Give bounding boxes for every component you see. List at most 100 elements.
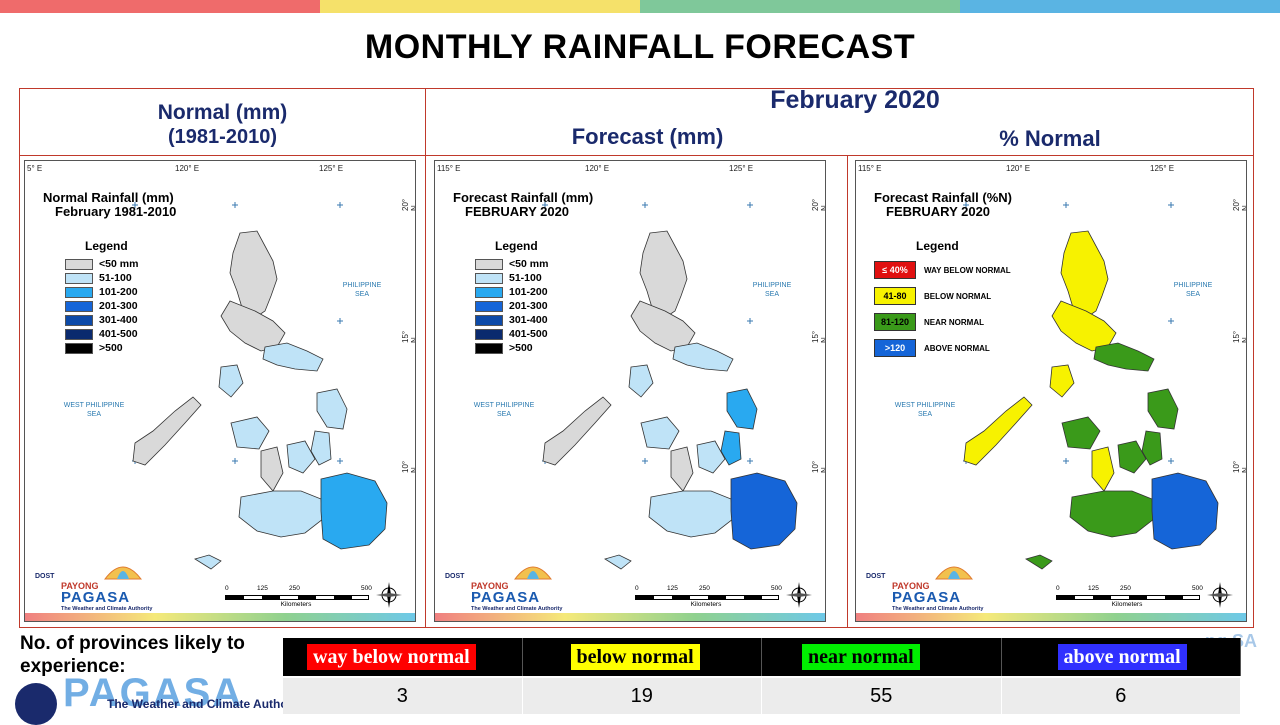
map-legend: Legend ≤ 40% WAY BELOW NORMAL 41-80 BELOW NO…	[874, 239, 1011, 361]
scale-tick-label: 500	[771, 585, 782, 592]
graticule-mark	[642, 458, 648, 464]
island-negros	[260, 446, 284, 492]
legend-swatch	[65, 328, 93, 340]
legend-label: WAY BELOW NORMAL	[924, 265, 1011, 275]
map-svg	[963, 202, 1219, 570]
legend-label: 301-400	[99, 314, 138, 326]
island-luzon-south	[1093, 342, 1155, 372]
graticule-mark	[1063, 202, 1069, 208]
legend-label: 101-200	[99, 286, 138, 298]
map-legend: Legend <50 mm 51-100 101-200 201-300 301-400 4…	[475, 239, 548, 355]
scale-tick-label: 500	[361, 585, 372, 592]
island-mindanao-west	[1069, 490, 1155, 538]
legend-row: 101-200	[65, 285, 138, 299]
legend-swatch: ≤ 40%	[874, 261, 916, 279]
island-panay	[230, 416, 270, 450]
coord-label-side: 20° N	[1232, 198, 1246, 211]
scale-line	[225, 595, 369, 600]
island-luzon-south	[672, 342, 734, 372]
legend-swatch: 81-120	[874, 313, 916, 331]
legend-swatch	[475, 314, 503, 326]
legend-row: 201-300	[65, 299, 138, 313]
island-mindoro	[218, 364, 244, 398]
scale-tick-label: 250	[1120, 585, 1131, 592]
color-segment	[640, 0, 960, 13]
island-sulu	[604, 554, 632, 570]
legend-row: 401-500	[475, 327, 548, 341]
map-panel-normal: Normal Rainfall (mm) February 1981-2010 Le…	[24, 160, 416, 622]
coord-label-side: 15° N	[401, 330, 415, 343]
scale-tick-label: 125	[257, 585, 268, 592]
umbrella-icon	[934, 566, 974, 580]
watermark-tagline: The Weather and Climate Autho	[107, 697, 288, 711]
scale-tick-label: 250	[289, 585, 300, 592]
category-header-cell: near normal	[762, 638, 1002, 676]
island-leyte	[720, 430, 742, 466]
map-panel-forecast: Forecast Rainfall (mm) FEBRUARY 2020 Legen…	[434, 160, 826, 622]
category-count: 55	[762, 678, 1002, 714]
coord-label-top: 125° E	[729, 164, 754, 173]
logo-dost: DOST	[866, 573, 886, 580]
island-luzon-north	[229, 230, 278, 320]
color-segment	[0, 0, 320, 13]
sea-label-line: PHILIPPINE	[752, 282, 792, 289]
legend-row: >500	[475, 341, 548, 355]
island-luzon-south	[262, 342, 324, 372]
scale-tick-label: 0	[1056, 585, 1060, 592]
sea-label-west: WEST PHILIPPINE SEA	[49, 401, 139, 419]
map-title-line2: FEBRUARY 2020	[886, 204, 991, 219]
island-cebu-bohol	[1117, 440, 1147, 474]
sea-label-line: SEA	[1185, 291, 1200, 298]
logo-tagline: The Weather and Climate Authority	[61, 606, 153, 612]
island-negros	[1091, 446, 1115, 492]
percent-header: % Normal	[999, 126, 1101, 151]
map-title: Forecast Rainfall (mm) FEBRUARY 2020	[453, 191, 593, 219]
sea-label-east: PHILIPPINE SEA	[1158, 281, 1228, 299]
scale-ticks: 0 125 250 500	[635, 585, 785, 594]
scale-tick-label: 125	[1088, 585, 1099, 592]
legend-row: >120 ABOVE NORMAL	[874, 335, 1011, 361]
legend-row: 401-500	[65, 327, 138, 341]
pagasa-logo-circle	[15, 683, 57, 725]
legend-swatch: >120	[874, 339, 916, 357]
legend-row: 301-400	[65, 313, 138, 327]
category-header-cell: below normal	[523, 638, 762, 676]
graticule-mark	[747, 318, 753, 324]
coord-label-top: 115° E	[437, 164, 461, 173]
graticule-mark	[1168, 318, 1174, 324]
map-title-line1: Forecast Rainfall (%N)	[874, 190, 1012, 205]
sea-label-east: PHILIPPINE SEA	[737, 281, 807, 299]
category-header-cell: above normal	[1002, 638, 1241, 676]
scale-ticks: 0 125 250 500	[225, 585, 375, 594]
umbrella-icon	[513, 566, 553, 580]
sea-label-line: WEST PHILIPPINE	[473, 402, 535, 409]
map-title-line2: FEBRUARY 2020	[465, 204, 570, 219]
legend-swatch	[475, 328, 503, 340]
scale-line	[1056, 595, 1200, 600]
coord-label-top: 125° E	[319, 164, 344, 173]
coord-label-side: 15° N	[1232, 330, 1246, 343]
island-sulu	[194, 554, 222, 570]
legend-swatch	[65, 272, 93, 284]
scale-tick-label: 0	[225, 585, 229, 592]
coord-label-side: 10° N	[1232, 460, 1246, 473]
scale-bar: 0 125 250 500 Kilometers	[225, 585, 375, 608]
legend-label: 101-200	[509, 286, 548, 298]
legend-label: 301-400	[509, 314, 548, 326]
island-mindoro	[1049, 364, 1075, 398]
graticule-mark	[747, 458, 753, 464]
island-palawan	[542, 396, 612, 466]
legend-row: <50 mm	[475, 257, 548, 271]
legend-label: NEAR NORMAL	[924, 317, 984, 327]
logo-payong: PAYONG	[471, 581, 509, 591]
graticule-mark	[1168, 458, 1174, 464]
island-panay	[1061, 416, 1101, 450]
scale-unit: Kilometers	[690, 601, 722, 608]
graticule-mark	[232, 458, 238, 464]
scale-bar: 0 125 250 500 Kilometers	[1056, 585, 1206, 608]
sea-label-line: PHILIPPINE	[342, 282, 382, 289]
category-label: near normal	[802, 644, 920, 670]
month-header: February 2020	[770, 86, 940, 114]
coord-label-top: 125° E	[1150, 164, 1175, 173]
logo-pagasa: PAGASA	[471, 589, 541, 606]
